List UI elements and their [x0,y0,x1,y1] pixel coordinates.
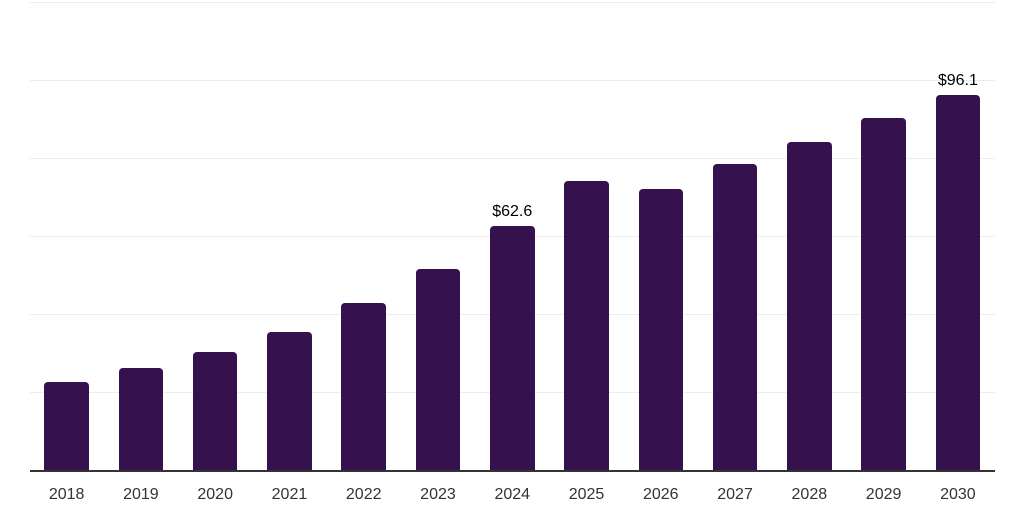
x-tick-2021: 2021 [271,486,308,503]
bar-2029[interactable] [861,117,906,470]
bar-2030[interactable] [935,95,981,470]
x-tick-2025: 2025 [568,486,605,503]
bar-2028[interactable] [787,141,832,470]
bar-2020[interactable] [192,352,238,470]
x-tick-2023: 2023 [420,486,456,503]
bar-2026[interactable] [638,189,684,470]
x-tick-2026: 2026 [642,486,679,503]
bar-2018[interactable] [44,381,89,470]
x-axis-line [29,470,995,472]
bar-2021[interactable] [267,331,312,470]
data-label-2024: $62.6 [492,202,533,220]
bar-2024[interactable] [489,225,535,470]
bar-2027[interactable] [712,163,758,470]
x-tick-2019: 2019 [123,486,159,503]
x-tick-2028: 2028 [791,486,828,503]
gridline-y-120 [29,1,995,3]
gridline-y-100 [29,79,995,81]
x-tick-2030: 2030 [940,486,976,503]
bar-2019[interactable] [118,368,164,470]
bar-2025[interactable] [564,180,609,470]
gridline-y-80 [29,157,995,159]
data-label-2030: $96.1 [937,72,978,90]
x-tick-2020: 2020 [197,486,233,503]
x-tick-2029: 2029 [865,486,902,503]
x-tick-2027: 2027 [717,486,753,503]
x-tick-2024: 2024 [494,486,531,503]
bar-2022[interactable] [341,303,386,470]
x-tick-2018: 2018 [48,486,85,503]
bar-2023[interactable] [415,269,461,470]
x-tick-2022: 2022 [345,486,382,503]
